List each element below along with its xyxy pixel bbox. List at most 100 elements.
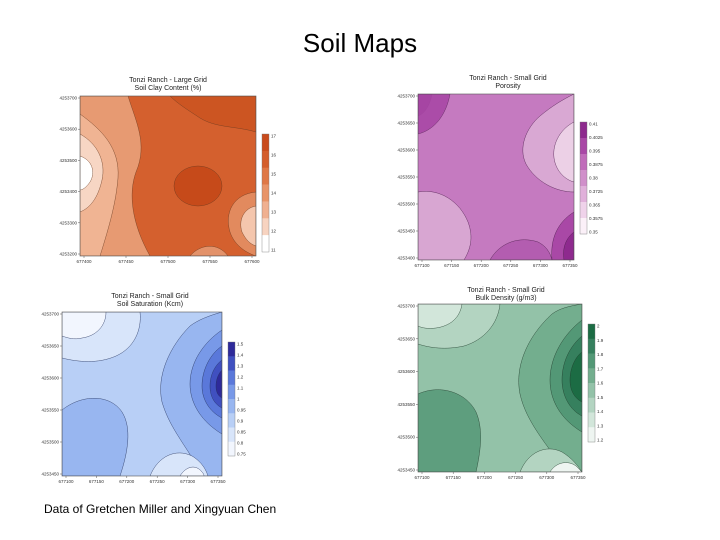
y-tick-label: 4253450 bbox=[397, 468, 415, 473]
y-tick-label: 4253650 bbox=[397, 121, 415, 126]
colorbar-tick-label: 13 bbox=[271, 210, 277, 215]
x-tick-label: 677100 bbox=[58, 479, 74, 484]
colorbar-swatch bbox=[588, 397, 595, 413]
colorbar-tick-label: 0.8 bbox=[237, 441, 244, 446]
colorbar-swatch bbox=[588, 324, 595, 340]
colorbar: 0.41 0.4025 0.395 0.3875 0.38 0.3725 0.365 0.35… bbox=[579, 121, 603, 235]
y-tick-label: 4253600 bbox=[397, 148, 415, 153]
y-tick-label: 4253600 bbox=[41, 376, 59, 381]
colorbar-swatch bbox=[262, 134, 269, 152]
colorbar: 1.5 1.4 1.3 1.2 1.1 1 0.95 0.9 0.85 0.8 0.75 bbox=[227, 341, 246, 457]
x-tick-label: 677150 bbox=[446, 475, 462, 480]
colorbar-tick-label: 11 bbox=[271, 248, 276, 253]
colorbar-tick-label: 17 bbox=[271, 134, 277, 139]
colorbar-swatch bbox=[588, 383, 595, 399]
x-tick-label: 677100 bbox=[414, 475, 430, 480]
colorbar-swatch bbox=[588, 427, 595, 443]
colorbar-swatch bbox=[580, 154, 587, 171]
x-tick-label: 677100 bbox=[414, 263, 430, 268]
map-title: Tonzi Ranch - Small Grid bbox=[469, 75, 547, 82]
y-tick-label: 4253500 bbox=[41, 440, 59, 445]
y-axis-ticks: 4253700 4253650 4253600 4253550 4253500 42534… bbox=[397, 304, 418, 473]
y-tick-label: 4253550 bbox=[397, 402, 415, 407]
x-tick-label: 677200 bbox=[119, 479, 135, 484]
colorbar-tick-label: 1.5 bbox=[597, 395, 604, 400]
colorbar-swatch bbox=[228, 370, 235, 386]
colorbar-tick-label: 1.8 bbox=[597, 352, 604, 357]
x-tick-label: 677550 bbox=[202, 259, 218, 264]
colorbar-tick-label: 0.35 bbox=[589, 230, 598, 235]
x-tick-label: 677400 bbox=[76, 259, 92, 264]
colorbar-tick-label: 12 bbox=[271, 229, 277, 234]
colorbar-swatch bbox=[262, 184, 269, 202]
colorbar-tick-label: 2 bbox=[597, 324, 600, 329]
y-axis-ticks: 4253700 4253600 4253500 4253400 4253300 42532… bbox=[59, 96, 80, 257]
colorbar: 17 16 15 14 13 12 11 bbox=[261, 133, 277, 253]
bulk-density-map: Tonzi Ranch - Small Grid Bulk Density (g… bbox=[380, 284, 620, 489]
colorbar-swatch bbox=[228, 441, 235, 457]
y-axis-ticks: 4253700 4253650 4253600 4253550 4253500 42534… bbox=[41, 312, 62, 477]
colorbar-swatch bbox=[588, 412, 595, 428]
x-tick-label: 677600 bbox=[244, 259, 260, 264]
colorbar-tick-label: 0.41 bbox=[589, 122, 598, 127]
y-tick-label: 4253400 bbox=[397, 256, 415, 261]
map-subtitle: Soil Clay Content (%) bbox=[135, 85, 202, 92]
colorbar-tick-label: 0.75 bbox=[237, 452, 246, 457]
colorbar-swatch bbox=[228, 342, 235, 357]
data-credit: Data of Gretchen Miller and Xingyuan Che… bbox=[44, 502, 277, 516]
x-tick-label: 677250 bbox=[503, 263, 519, 268]
y-axis-ticks: 4253700 4253650 4253600 4253550 4253500 42534… bbox=[397, 94, 418, 261]
porosity-map-svg: Tonzi Ranch - Small Grid Porosity 425370… bbox=[397, 75, 603, 268]
y-tick-label: 4253700 bbox=[41, 312, 59, 317]
map-frame bbox=[61, 311, 223, 477]
y-tick-label: 4253450 bbox=[41, 472, 59, 477]
soil-saturation-map: Tonzi Ranch - Small Grid Soil Saturation… bbox=[30, 290, 270, 495]
x-tick-label: 677300 bbox=[180, 479, 196, 484]
colorbar-tick-label: 1 bbox=[237, 397, 240, 402]
clay-content-map: Tonzi Ranch - Large Grid Soil Clay Conte… bbox=[40, 74, 280, 274]
colorbar-swatch bbox=[262, 235, 269, 253]
colorbar-tick-label: 0.4025 bbox=[589, 135, 603, 140]
y-tick-label: 4253450 bbox=[397, 229, 415, 234]
colorbar-swatch bbox=[228, 399, 235, 414]
map-title: Tonzi Ranch - Small Grid bbox=[467, 287, 545, 294]
contour-field bbox=[62, 312, 222, 476]
colorbar-tick-label: 15 bbox=[271, 172, 277, 177]
colorbar-frame bbox=[587, 323, 596, 443]
x-axis-ticks: 677100 677150 677200 677250 677300 677350 bbox=[58, 476, 226, 484]
y-tick-label: 4253650 bbox=[397, 336, 415, 341]
contour-field bbox=[418, 94, 574, 260]
y-tick-label: 4253700 bbox=[397, 304, 415, 309]
y-tick-label: 4253300 bbox=[59, 220, 77, 225]
colorbar-tick-label: 0.3575 bbox=[589, 216, 603, 221]
colorbar-swatch bbox=[262, 201, 269, 219]
colorbar: 2 1.9 1.8 1.7 1.6 1.5 1.4 1.3 1.2 bbox=[587, 323, 604, 443]
x-tick-label: 677300 bbox=[539, 475, 555, 480]
colorbar-frame bbox=[579, 121, 588, 235]
colorbar-tick-label: 1.2 bbox=[237, 375, 244, 380]
y-tick-label: 4253200 bbox=[59, 252, 77, 257]
x-tick-label: 677350 bbox=[210, 479, 226, 484]
x-tick-label: 677350 bbox=[562, 263, 578, 268]
x-tick-label: 677200 bbox=[477, 475, 493, 480]
colorbar-swatch bbox=[580, 138, 587, 155]
soil-saturation-map-svg: Tonzi Ranch - Small Grid Soil Saturation… bbox=[41, 293, 246, 484]
contour-field bbox=[80, 96, 256, 256]
map-title: Tonzi Ranch - Small Grid bbox=[111, 293, 189, 300]
colorbar-frame bbox=[227, 341, 236, 457]
y-tick-label: 4253700 bbox=[397, 94, 415, 99]
colorbar-tick-label: 0.3725 bbox=[589, 189, 603, 194]
colorbar-tick-label: 0.85 bbox=[237, 430, 246, 435]
colorbar-swatch bbox=[588, 353, 595, 369]
y-tick-label: 4253550 bbox=[41, 408, 59, 413]
colorbar-tick-label: 16 bbox=[271, 153, 277, 158]
y-tick-label: 4253650 bbox=[41, 344, 59, 349]
colorbar-tick-label: 1.3 bbox=[597, 423, 604, 428]
colorbar-frame bbox=[261, 133, 270, 253]
colorbar-swatch bbox=[580, 186, 587, 203]
y-tick-label: 4253600 bbox=[59, 127, 77, 132]
colorbar-tick-label: 1.1 bbox=[237, 386, 244, 391]
colorbar-swatch bbox=[580, 218, 587, 235]
colorbar-swatch bbox=[588, 338, 595, 354]
x-tick-label: 677250 bbox=[508, 475, 524, 480]
